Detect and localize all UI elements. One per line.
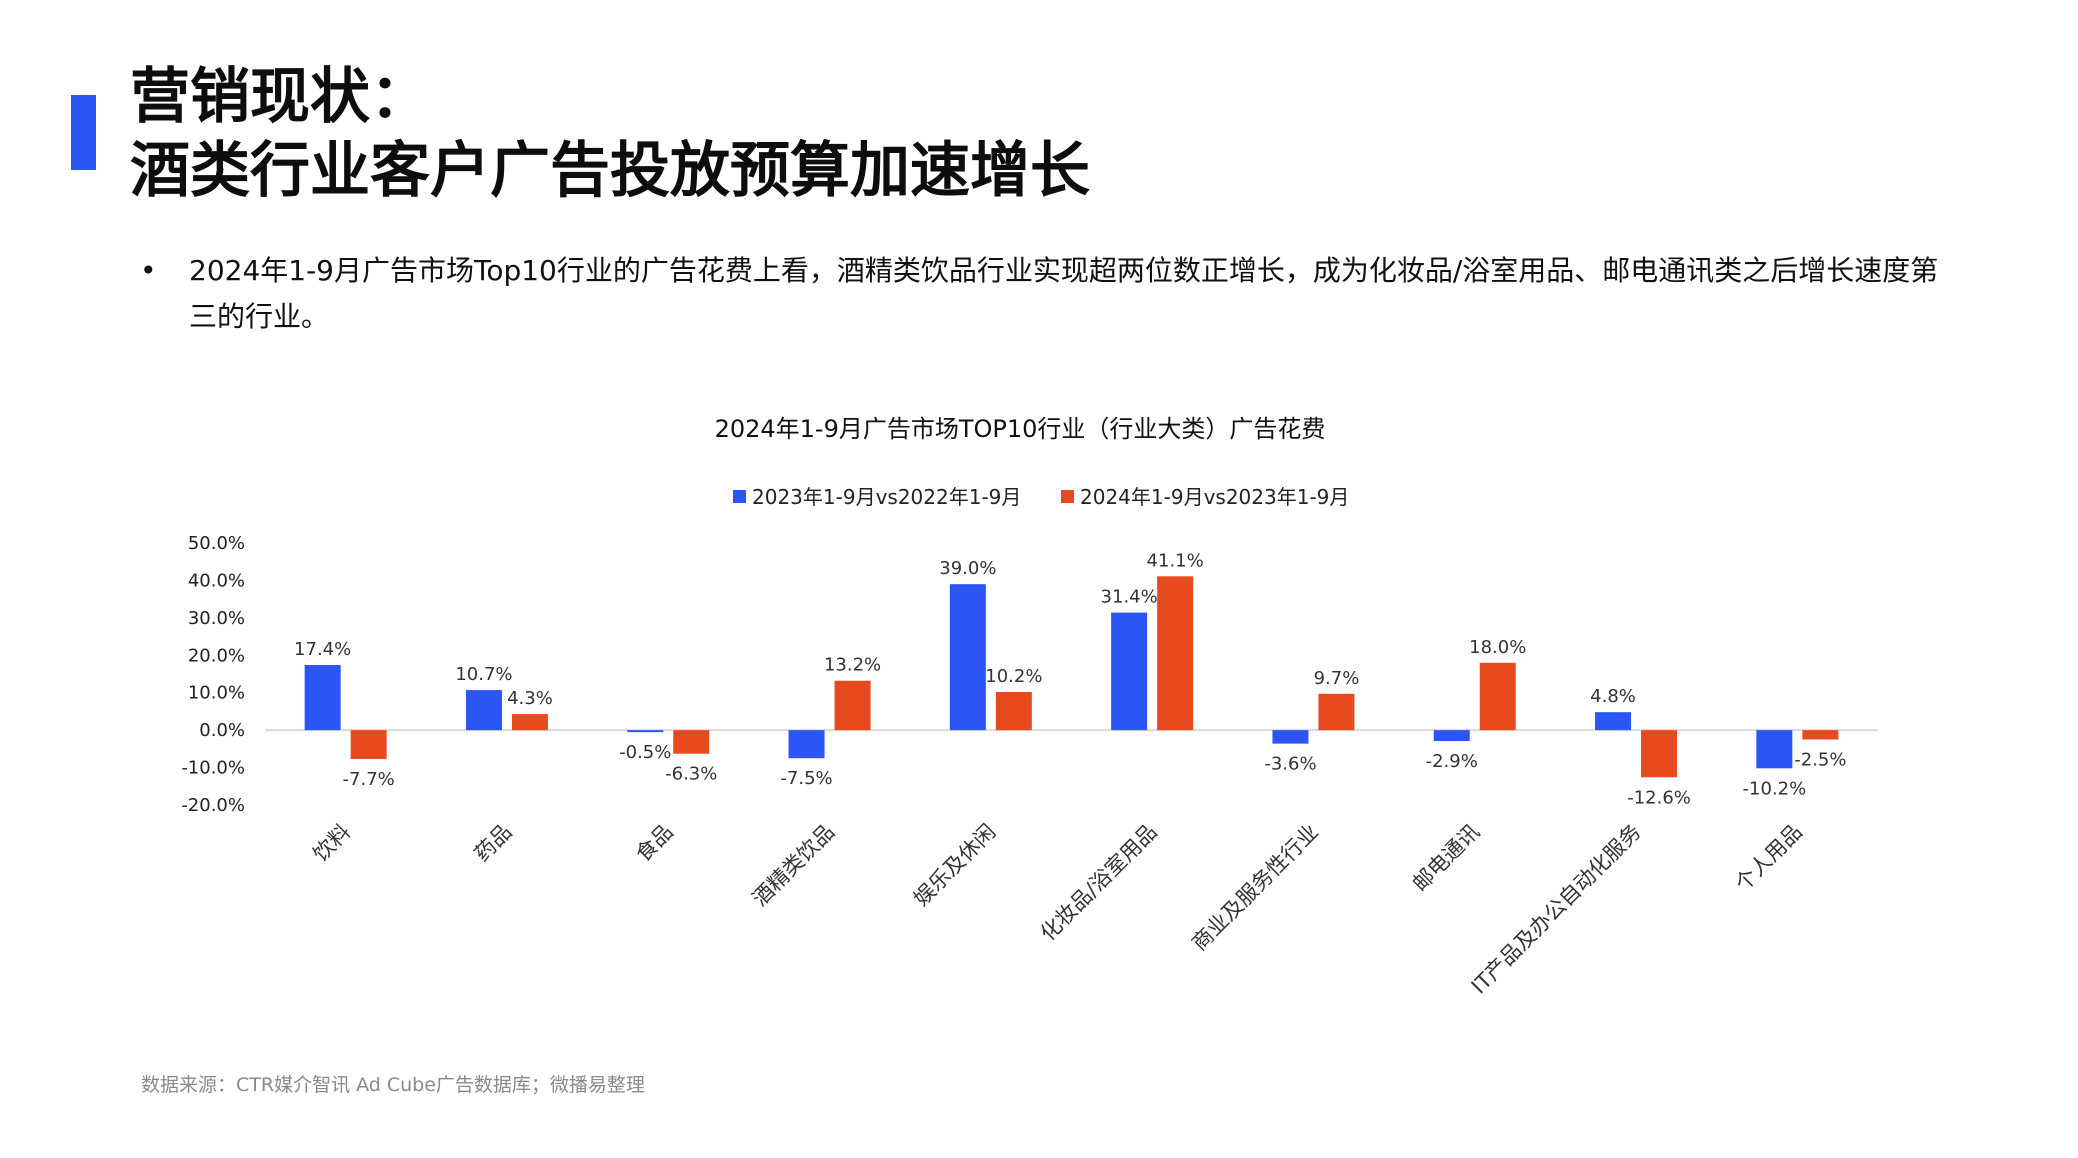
bar-s2-4 xyxy=(995,691,1032,731)
data-label: 31.4% xyxy=(1101,587,1158,608)
bullet-text: 2024年1-9月广告市场Top10行业的广告花费上看，酒精类饮品行业实现超两位… xyxy=(189,254,1939,333)
x-category-label: 酒精类饮品 xyxy=(748,820,839,911)
x-category-label: 个人用品 xyxy=(1731,820,1807,896)
legend-swatch-1 xyxy=(733,490,746,503)
data-source-note: 数据来源：CTR媒介智讯 Ad Cube广告数据库；微播易整理 xyxy=(141,1074,645,1096)
bar-s2-0 xyxy=(350,730,387,759)
x-category-label: 商业及服务性行业 xyxy=(1187,820,1323,956)
data-label: -6.3% xyxy=(665,764,717,785)
bar-s1-3 xyxy=(788,730,825,759)
bar-s2-2 xyxy=(673,730,710,754)
y-tick-label: 30.0% xyxy=(188,608,245,629)
bar-s2-7 xyxy=(1479,662,1516,731)
bar-s1-5 xyxy=(1111,612,1148,731)
bar-s2-1 xyxy=(511,714,548,731)
y-tick-label: 40.0% xyxy=(188,570,245,591)
x-category-label: 药品 xyxy=(470,820,517,867)
x-category-label: 饮料 xyxy=(309,820,356,867)
data-label: 10.2% xyxy=(985,666,1042,687)
x-category-label: 食品 xyxy=(631,820,678,867)
bar-s2-6 xyxy=(1318,693,1355,731)
legend-label-2: 2024年1-9月vs2023年1-9月 xyxy=(1080,485,1349,509)
y-tick-label: 50.0% xyxy=(188,533,245,554)
page-title-line1: 营销现状： xyxy=(130,62,430,132)
data-label: -2.9% xyxy=(1426,751,1478,772)
bar-s2-8 xyxy=(1641,730,1678,778)
bar-s1-0 xyxy=(304,665,341,731)
data-label: 17.4% xyxy=(294,639,351,660)
bar-s1-1 xyxy=(465,690,502,731)
x-category-label: 邮电通讯 xyxy=(1408,820,1484,896)
bar-s1-7 xyxy=(1433,730,1470,741)
data-label: -0.5% xyxy=(619,742,671,763)
y-tick-label: 10.0% xyxy=(188,683,245,704)
x-category-label: IT产品及办公自动化服务 xyxy=(1467,820,1646,999)
data-label: 41.1% xyxy=(1147,550,1204,571)
legend-label-1: 2023年1-9月vs2022年1-9月 xyxy=(752,485,1021,509)
data-label: 4.3% xyxy=(507,688,553,709)
legend-swatch-2 xyxy=(1061,490,1074,503)
data-label: -3.6% xyxy=(1264,754,1316,775)
bar-s2-3 xyxy=(834,680,871,731)
y-tick-label: 20.0% xyxy=(188,645,245,666)
bar-s1-2 xyxy=(627,730,664,733)
data-label: -7.7% xyxy=(343,769,395,790)
x-category-label: 娱乐及休闲 xyxy=(909,820,1000,911)
data-label: 18.0% xyxy=(1469,637,1526,658)
bar-s1-8 xyxy=(1595,712,1632,731)
data-label: -12.6% xyxy=(1627,787,1691,808)
data-label: 10.7% xyxy=(455,664,512,685)
bar-s1-6 xyxy=(1272,730,1309,744)
title-accent-bar xyxy=(71,95,96,170)
y-tick-label: 0.0% xyxy=(199,720,245,741)
chart-title: 2024年1-9月广告市场TOP10行业（行业大类）广告花费 xyxy=(715,415,1326,443)
page-title: 营销现状： 酒类行业客户广告投放预算加速增长 xyxy=(130,60,1090,208)
data-label: -10.2% xyxy=(1743,778,1807,799)
x-category-label: 化妆品/浴室用品 xyxy=(1036,820,1162,946)
data-label: 9.7% xyxy=(1314,668,1360,689)
bar-s1-9 xyxy=(1756,730,1793,769)
data-label: 4.8% xyxy=(1590,686,1636,707)
y-tick-label: -20.0% xyxy=(181,795,245,816)
data-label: -7.5% xyxy=(780,768,832,789)
bar-s2-5 xyxy=(1157,576,1194,731)
data-label: -2.5% xyxy=(1794,750,1846,771)
bar-s1-4 xyxy=(949,584,986,731)
page-title-line2: 酒类行业客户广告投放预算加速增长 xyxy=(130,136,1090,206)
bar-s2-9 xyxy=(1802,730,1839,740)
data-label: 13.2% xyxy=(824,655,881,676)
bullet-marker: • xyxy=(140,254,157,287)
data-label: 39.0% xyxy=(939,558,996,579)
y-tick-label: -10.0% xyxy=(181,758,245,779)
